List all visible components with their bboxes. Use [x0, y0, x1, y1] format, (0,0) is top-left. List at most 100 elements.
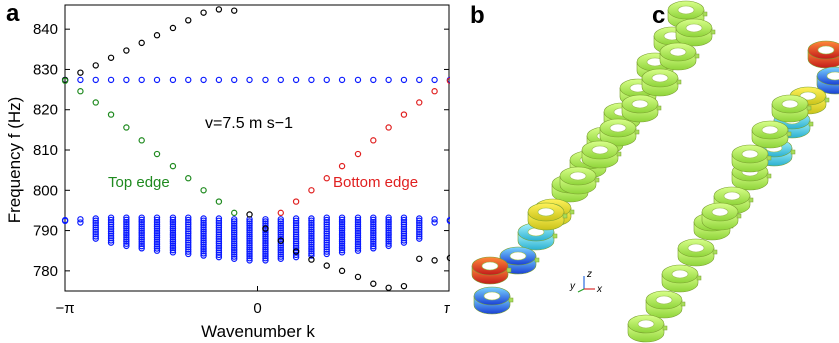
- bulk-band-point: [153, 232, 161, 239]
- bulk-band-point: [246, 255, 253, 262]
- bulk-band-point: [123, 231, 130, 239]
- bulk-mode-point: [370, 280, 377, 287]
- bulk-band-point: [92, 230, 99, 238]
- bulk-band-point: [138, 238, 145, 245]
- bulk-band-point: [354, 229, 362, 237]
- bulk-band-point: [277, 253, 284, 260]
- bulk-band-point: [123, 223, 130, 230]
- bulk-band-point: [277, 240, 284, 247]
- upper-band-point: [107, 76, 115, 84]
- bulk-band-point: [231, 238, 238, 245]
- upper-band-point: [123, 76, 130, 84]
- bulk-band-point: [61, 216, 69, 224]
- bulk-band-point: [370, 231, 377, 239]
- bulk-band-point: [200, 226, 207, 233]
- bulk-band-point: [107, 219, 115, 226]
- bottom-edge-point: [446, 77, 450, 84]
- bulk-band-point: [370, 240, 377, 248]
- top-edge-point: [200, 187, 207, 194]
- top-edge-point: [123, 124, 130, 131]
- bulk-band-point: [308, 245, 315, 253]
- bulk-band-point: [416, 226, 423, 233]
- bulk-band-point: [323, 239, 330, 246]
- bulk-band-point: [308, 230, 315, 237]
- bulk-band-point: [169, 223, 177, 230]
- bulk-band-point: [215, 244, 223, 252]
- upper-band-point: [385, 76, 392, 84]
- bulk-band-point: [354, 216, 362, 224]
- bulk-band-point: [107, 214, 115, 221]
- resonator-ring: [559, 166, 600, 195]
- bulk-band-point: [107, 216, 115, 224]
- bulk-band-point: [185, 230, 192, 237]
- bulk-band-point: [246, 231, 253, 238]
- bulk-band-point: [153, 214, 161, 221]
- upper-band-point: [215, 76, 223, 84]
- bulk-band-point: [169, 244, 177, 252]
- bulk-band-point: [200, 247, 207, 255]
- bulk-band-point: [308, 226, 315, 233]
- bulk-band-point: [231, 233, 238, 241]
- bulk-mode-point: [277, 237, 284, 244]
- bulk-band-point: [385, 238, 392, 245]
- bulk-band-point: [292, 226, 300, 234]
- ring-chain-c: [627, 40, 839, 343]
- bulk-band-point: [138, 229, 145, 237]
- bulk-band-point: [277, 231, 284, 238]
- bulk-band-point: [123, 227, 130, 234]
- bulk-band-point: [277, 248, 284, 256]
- x-tick-label: π: [444, 300, 450, 317]
- bulk-band-point: [169, 240, 177, 247]
- bulk-band-point: [231, 218, 238, 225]
- bulk-band-point: [338, 236, 346, 243]
- bulk-band-point: [416, 235, 423, 242]
- panel-label-b: b: [470, 2, 485, 29]
- label-bottom-edge: Bottom edge: [333, 174, 418, 191]
- bulk-band-point: [292, 235, 300, 243]
- top-edge-point: [92, 99, 99, 106]
- bulk-band-point: [277, 220, 284, 227]
- bulk-band-point: [385, 216, 392, 224]
- bulk-band-point: [416, 215, 423, 222]
- bulk-band-point: [185, 221, 192, 228]
- bulk-band-point: [338, 244, 346, 252]
- resonator-ring: [599, 118, 640, 147]
- bulk-band-point: [370, 216, 377, 224]
- bulk-band-point: [231, 229, 238, 236]
- bulk-mode-point: [446, 254, 450, 262]
- bulk-band-point: [262, 255, 269, 262]
- bulk-band-point: [292, 231, 300, 238]
- bulk-band-point: [200, 228, 207, 235]
- bulk-band-point: [262, 237, 269, 245]
- bulk-band-point: [308, 250, 315, 257]
- bulk-band-point: [262, 252, 269, 260]
- bulk-band-point: [385, 242, 392, 250]
- bulk-band-point: [277, 222, 284, 230]
- bulk-band-point: [338, 249, 346, 256]
- bulk-band-point: [292, 217, 300, 224]
- resonator-ring: [621, 94, 662, 123]
- bulk-band-point: [277, 229, 284, 236]
- bulk-band-point: [107, 239, 115, 246]
- bulk-band-point: [385, 234, 392, 241]
- bulk-mode-point: [385, 284, 392, 291]
- bulk-band-point: [246, 237, 253, 245]
- bulk-band-point: [123, 229, 130, 237]
- annotation-velocity: v=7.5 m s−1: [205, 115, 293, 132]
- bulk-band-point: [431, 216, 438, 223]
- bulk-band-point: [77, 219, 84, 226]
- bulk-band-point: [354, 243, 362, 250]
- bulk-band-point: [338, 218, 346, 226]
- bulk-band-point: [323, 237, 330, 244]
- bulk-band-point: [262, 218, 269, 225]
- resonator-ring: [581, 140, 622, 169]
- bulk-band-point: [92, 222, 99, 229]
- bulk-band-point: [231, 231, 238, 238]
- bulk-band-point: [292, 215, 300, 222]
- bulk-band-point: [308, 232, 315, 240]
- bulk-band-point: [92, 226, 99, 233]
- bulk-mode-point: [431, 257, 438, 264]
- bulk-band-point: [385, 218, 392, 226]
- bulk-band-point: [246, 250, 253, 258]
- bulk-band-point: [169, 220, 177, 228]
